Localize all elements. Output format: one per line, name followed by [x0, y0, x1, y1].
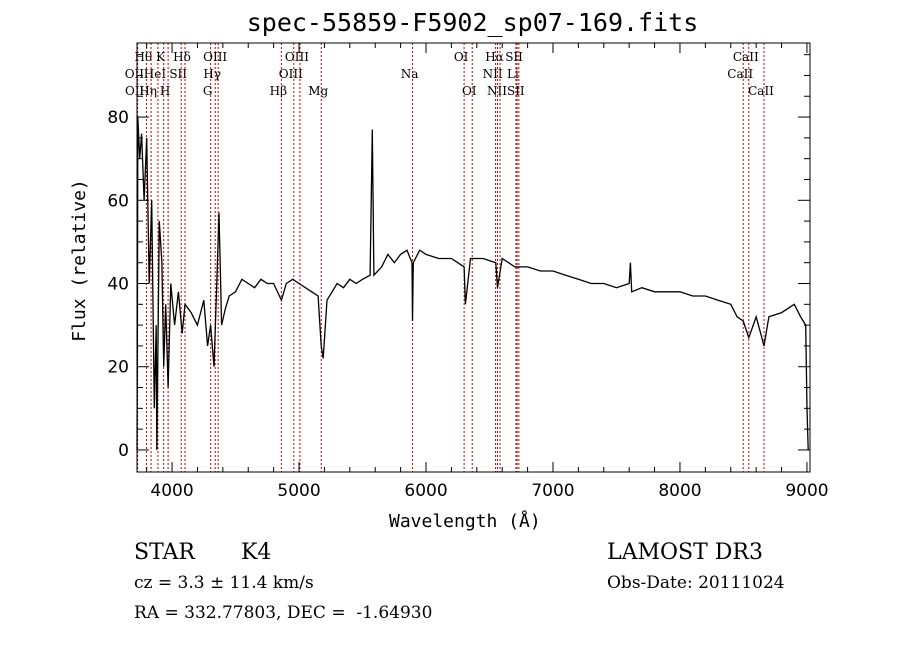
- line-label: OIII: [285, 50, 309, 64]
- x-tick-label: 9000: [785, 481, 828, 501]
- line-label: G: [203, 84, 213, 98]
- line-label: CaII: [733, 50, 759, 64]
- line-label: Hβ: [270, 84, 287, 98]
- y-tick-label: 60: [107, 191, 129, 211]
- y-tick-label: 20: [107, 358, 129, 378]
- line-label: Hη: [139, 84, 157, 98]
- object-subclass: K4: [241, 540, 272, 565]
- line-label: Hγ: [203, 67, 221, 81]
- x-tick-label: 8000: [658, 481, 701, 501]
- line-label: OII: [125, 67, 145, 81]
- object-class: STAR: [134, 540, 195, 565]
- line-label: OIII: [203, 50, 227, 64]
- x-tick-label: 5000: [277, 481, 320, 501]
- line-label: OIII: [279, 67, 303, 81]
- line-label: NII: [487, 84, 507, 98]
- line-label: Hθ: [135, 50, 153, 64]
- plot-frame: [136, 42, 811, 473]
- y-tick-label: 80: [107, 108, 129, 128]
- line-label: Li: [507, 67, 519, 81]
- line-label: SII: [505, 50, 523, 64]
- line-label: Mg: [308, 84, 328, 98]
- line-label: Hδ: [173, 50, 191, 64]
- y-tick-label: 40: [107, 275, 129, 295]
- ra-dec: RA = 332.77803, DEC = -1.64930: [134, 603, 433, 623]
- line-label: Hα: [485, 50, 504, 64]
- line-label: NII: [483, 67, 503, 81]
- line-label: OI: [454, 50, 469, 64]
- line-label: Na: [401, 67, 419, 81]
- line-label: K: [156, 50, 166, 64]
- survey-name: LAMOST DR3: [607, 540, 763, 565]
- x-tick-label: 7000: [531, 481, 574, 501]
- line-label: OI: [462, 84, 477, 98]
- line-label: HeI: [144, 67, 167, 81]
- line-label: H: [160, 84, 170, 98]
- line-label: CaII: [727, 67, 753, 81]
- redshift-cz: cz = 3.3 ± 11.4 km/s: [134, 573, 314, 593]
- obs-date: Obs-Date: 20111024: [607, 573, 785, 593]
- x-axis-label: Wavelength (Å): [389, 511, 541, 532]
- spectrum-line: [136, 117, 809, 450]
- x-tick-label: 6000: [404, 481, 447, 501]
- line-label: CaII: [748, 84, 774, 98]
- y-axis-label: Flux (relative): [68, 179, 90, 342]
- y-tick-label: 0: [118, 441, 129, 461]
- line-label: SII: [507, 84, 525, 98]
- chart-title: spec-55859-F5902_sp07-169.fits: [246, 8, 699, 37]
- line-label: SII: [169, 67, 187, 81]
- x-tick-label: 4000: [150, 481, 193, 501]
- line-label: OII: [125, 84, 145, 98]
